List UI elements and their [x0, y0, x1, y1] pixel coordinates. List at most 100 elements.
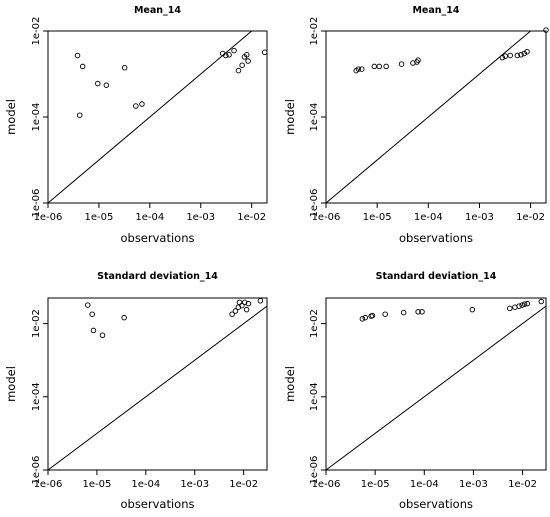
identity-line [47, 30, 252, 204]
y-tick-label: 1e-02 [309, 17, 320, 46]
x-tick-label: 1e-03 [465, 212, 494, 223]
panel-sd-right: Standard deviation_14 observations model… [283, 271, 547, 511]
data-point [514, 52, 521, 59]
data-point [524, 300, 531, 307]
data-point [239, 62, 245, 68]
y-tick-label: 1e-02 [31, 309, 42, 338]
panel-mean-left: Mean_14 observations model 1e-06 1e-05 1e-… [4, 5, 268, 245]
panel-mean-right: Mean_14 observations model 1e-06 1e-05 1e-… [283, 5, 549, 245]
plot-frame [325, 30, 547, 204]
data-point [229, 311, 235, 317]
x-tick-label: 1e-04 [135, 212, 164, 223]
data-point [415, 309, 421, 315]
data-point [133, 103, 139, 109]
chart-title: Mean_14 [412, 5, 459, 16]
data-point [223, 52, 229, 59]
x-tick-label: 1e-05 [82, 479, 111, 490]
identity-line [325, 305, 547, 471]
y-tick-label: 1e-02 [31, 17, 42, 46]
data-point [89, 311, 95, 317]
data-point [243, 52, 250, 58]
y-axis-label: model [283, 366, 297, 402]
data-point [121, 64, 128, 71]
y-tick-label: 1e-04 [309, 382, 320, 411]
chart-title: Standard deviation_14 [376, 271, 497, 282]
x-tick-label: 1e-04 [131, 479, 160, 490]
x-axis-label: observations [120, 497, 194, 511]
data-point [507, 305, 513, 312]
data-point [239, 302, 245, 309]
data-point [362, 314, 369, 321]
x-tick-label: 1e-05 [84, 212, 113, 223]
data-point [543, 27, 549, 33]
y-tick-label: 1e-04 [31, 103, 42, 132]
y-tick-label: 1e-04 [31, 382, 42, 411]
data-point [235, 67, 242, 74]
x-tick-label: 1e-05 [361, 479, 390, 490]
x-axis-label: observations [399, 231, 473, 245]
data-point [90, 327, 97, 334]
x-tick-label: 1e-06 [312, 212, 341, 223]
x-tick-label: 1e-03 [459, 479, 488, 490]
data-point [257, 298, 264, 304]
data-point [521, 50, 527, 57]
x-axis-label: observations [399, 497, 473, 511]
data-point [382, 311, 388, 317]
x-tick-label: 1e-04 [410, 479, 439, 490]
data-point [74, 52, 81, 59]
plot-frame [325, 297, 547, 471]
data-point [516, 303, 522, 309]
data-point [121, 314, 127, 321]
data-point [232, 308, 239, 314]
data-point [245, 58, 251, 64]
data-point [376, 63, 383, 70]
data-point [398, 61, 405, 67]
x-tick-label: 1e-06 [312, 479, 341, 490]
data-point [507, 52, 513, 59]
data-point [499, 54, 506, 61]
x-tick-label: 1e-02 [229, 479, 258, 490]
data-point [139, 101, 145, 107]
x-tick-label: 1e-03 [186, 212, 215, 223]
y-tick-label: 1e-06 [31, 456, 42, 485]
y-axis-label: model [4, 366, 18, 402]
data-point [95, 80, 101, 87]
x-tick-label: 1e-05 [363, 212, 392, 223]
y-axis-label: model [4, 99, 18, 135]
x-tick-label: 1e-06 [34, 479, 63, 490]
data-point [519, 302, 525, 308]
data-point [245, 300, 252, 307]
data-point [359, 316, 366, 322]
data-point [371, 63, 378, 70]
data-point [79, 63, 86, 70]
y-tick-label: 1e-06 [31, 189, 42, 218]
y-tick-label: 1e-02 [309, 309, 320, 338]
y-tick-label: 1e-06 [309, 189, 320, 218]
data-point [226, 52, 232, 58]
data-point [243, 306, 250, 313]
data-point [518, 52, 524, 58]
data-point [524, 48, 530, 55]
data-point [538, 298, 544, 305]
x-tick-label: 1e-02 [516, 212, 545, 223]
data-point [355, 66, 362, 72]
x-tick-label: 1e-02 [237, 212, 266, 223]
data-point [521, 301, 528, 307]
data-point [383, 63, 389, 70]
data-point [99, 332, 106, 339]
x-tick-label: 1e-02 [508, 479, 537, 490]
x-tick-label: 1e-04 [414, 212, 443, 223]
y-tick-label: 1e-06 [309, 456, 320, 485]
x-tick-label: 1e-06 [34, 212, 63, 223]
x-axis-label: observations [120, 231, 194, 245]
data-point [261, 49, 268, 56]
identity-line [47, 305, 268, 471]
data-point [400, 309, 407, 316]
data-point [76, 112, 83, 118]
y-axis-label: model [283, 99, 297, 135]
data-point [231, 47, 237, 54]
panel-sd-left: Standard deviation_14 observations model… [4, 271, 268, 511]
plot-frame [47, 297, 268, 471]
identity-line [325, 30, 531, 204]
